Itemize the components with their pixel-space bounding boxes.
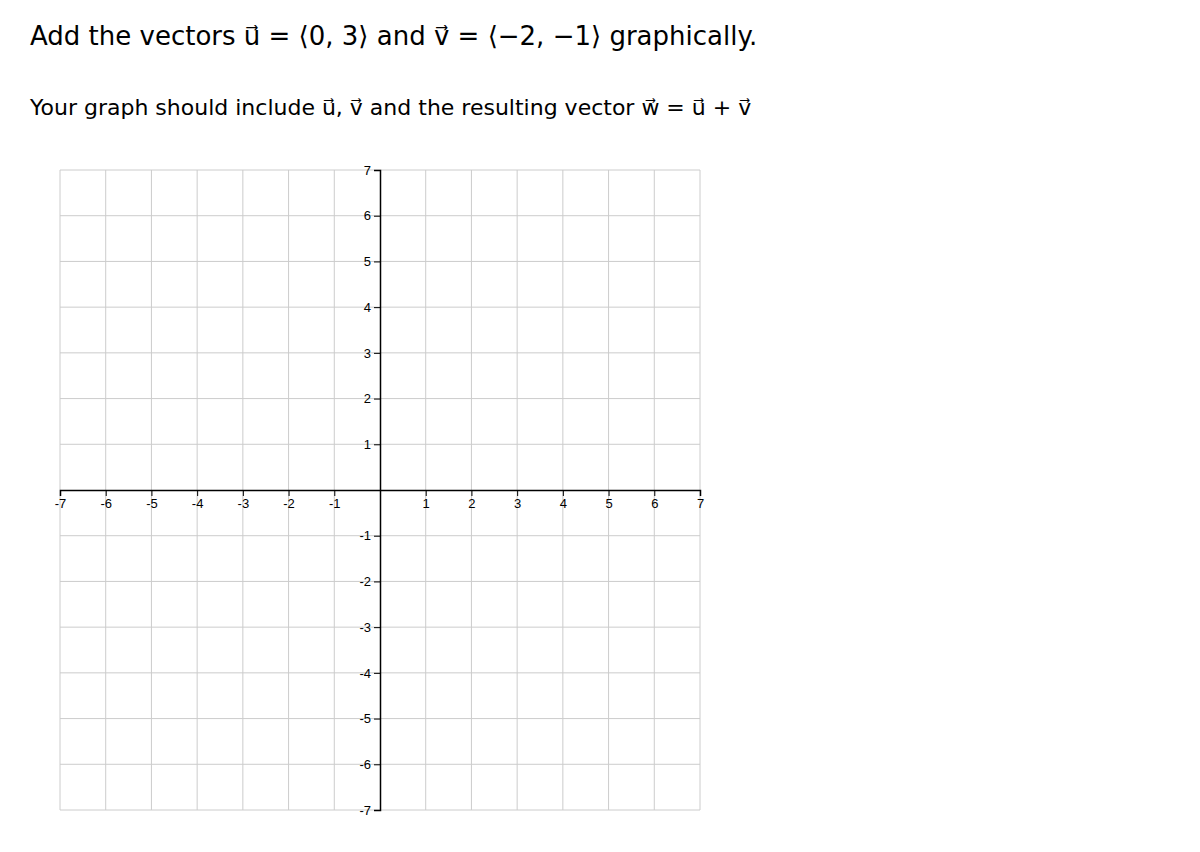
x-axis-tick-mark bbox=[151, 490, 152, 496]
y-axis-tick-label: 7 bbox=[364, 163, 371, 178]
y-axis-tick: 4 bbox=[364, 300, 380, 315]
y-axis-tick-label: -6 bbox=[359, 757, 371, 772]
y-axis-tick: 5 bbox=[364, 254, 380, 269]
x-axis-tick-label: 1 bbox=[423, 496, 430, 511]
x-axis-tick: 7 bbox=[697, 490, 704, 511]
y-axis-tick-label: -4 bbox=[359, 666, 371, 681]
y-axis-tick: -1 bbox=[359, 528, 380, 543]
y-axis-tick-mark bbox=[374, 307, 380, 308]
x-axis-tick-mark bbox=[426, 490, 427, 496]
x-axis-tick-mark bbox=[654, 490, 655, 496]
x-axis-tick-label: 4 bbox=[560, 496, 567, 511]
y-axis-tick: 6 bbox=[364, 208, 380, 223]
y-axis-tick-mark bbox=[374, 719, 380, 720]
y-axis-tick: 2 bbox=[364, 391, 380, 406]
y-axis-tick-label: -1 bbox=[359, 528, 371, 543]
y-axis-tick-mark bbox=[374, 261, 380, 262]
x-axis-tick-label: -5 bbox=[146, 496, 158, 511]
y-axis-tick-label: -5 bbox=[359, 711, 371, 726]
y-axis-tick-mark bbox=[374, 170, 380, 171]
x-axis-tick: 1 bbox=[423, 490, 430, 511]
y-axis-tick-label: -7 bbox=[359, 803, 371, 818]
y-axis-tick-mark bbox=[374, 216, 380, 217]
grid bbox=[60, 170, 700, 810]
y-axis-tick-label: 1 bbox=[364, 437, 371, 452]
x-axis-tick-label: 6 bbox=[651, 496, 658, 511]
x-axis-tick-mark bbox=[289, 490, 290, 496]
x-axis-tick-mark bbox=[60, 490, 61, 496]
y-axis-tick-mark bbox=[374, 581, 380, 582]
y-axis-line bbox=[374, 171, 381, 811]
title: Add the vectors u⃗ = ⟨0, 3⟩ and v⃗ = ⟨−2… bbox=[30, 21, 757, 51]
y-axis-tick: -7 bbox=[359, 803, 380, 818]
x-axis-tick: 5 bbox=[605, 490, 612, 511]
x-axis-tick-label: 2 bbox=[468, 496, 475, 511]
y-axis-tick-mark bbox=[374, 673, 380, 674]
x-axis-tick-mark bbox=[609, 490, 610, 496]
x-axis-tick-label: -7 bbox=[55, 496, 67, 511]
y-axis-tick: -3 bbox=[359, 620, 380, 635]
x-axis-tick: -3 bbox=[238, 490, 250, 511]
y-axis-tick: 3 bbox=[364, 346, 380, 361]
x-axis-tick-mark bbox=[700, 490, 701, 496]
x-axis-tick-mark bbox=[197, 490, 198, 496]
x-axis-tick-label: 3 bbox=[514, 496, 521, 511]
y-axis-tick-label: 2 bbox=[364, 391, 371, 406]
x-axis-tick: -5 bbox=[146, 490, 158, 511]
x-axis-tick-mark bbox=[243, 490, 244, 496]
x-axis-tick-label: -4 bbox=[192, 496, 204, 511]
y-axis-tick: 1 bbox=[364, 437, 380, 452]
y-axis-tick-label: 4 bbox=[364, 300, 371, 315]
y-axis-tick-mark bbox=[374, 810, 380, 811]
x-axis-tick-mark bbox=[334, 490, 335, 496]
y-axis-tick: -5 bbox=[359, 711, 380, 726]
grid-line-y bbox=[60, 170, 700, 171]
y-axis-tick-mark bbox=[374, 536, 380, 537]
x-axis-tick-mark bbox=[471, 490, 472, 496]
x-axis-tick: 2 bbox=[468, 490, 475, 511]
x-axis-tick-mark bbox=[106, 490, 107, 496]
y-axis-tick-label: 5 bbox=[364, 254, 371, 269]
y-axis-tick-label: 3 bbox=[364, 346, 371, 361]
x-axis-tick-mark bbox=[517, 490, 518, 496]
y-axis-tick-mark bbox=[374, 444, 380, 445]
y-axis-tick-label: 6 bbox=[364, 208, 371, 223]
y-axis-tick: -2 bbox=[359, 574, 380, 589]
y-axis-tick: -4 bbox=[359, 666, 380, 681]
grid-line-x bbox=[60, 170, 61, 810]
plot-area bbox=[60, 170, 700, 810]
x-axis-tick-label: -6 bbox=[100, 496, 112, 511]
x-axis-tick-label: -1 bbox=[329, 496, 341, 511]
x-axis-tick-label: -2 bbox=[283, 496, 295, 511]
subtitle: Your graph should include u⃗, v⃗ and the… bbox=[29, 95, 751, 120]
x-axis-tick-mark bbox=[563, 490, 564, 496]
x-axis-tick: -7 bbox=[55, 490, 67, 511]
chart: Add the vectors u⃗ = ⟨0, 3⟩ and v⃗ = ⟨−2… bbox=[0, 0, 1200, 852]
y-axis-tick-label: -3 bbox=[359, 620, 371, 635]
x-axis-tick: 4 bbox=[560, 490, 567, 511]
y-axis-tick-mark bbox=[374, 627, 380, 628]
x-axis-tick: -4 bbox=[192, 490, 204, 511]
x-axis-tick: 6 bbox=[651, 490, 658, 511]
y-axis-tick: -6 bbox=[359, 757, 380, 772]
x-axis-tick-label: 5 bbox=[605, 496, 612, 511]
x-axis-tick: -2 bbox=[283, 490, 295, 511]
x-axis-tick: -6 bbox=[100, 490, 112, 511]
x-axis-tick: -1 bbox=[329, 490, 341, 511]
y-axis-tick-mark bbox=[374, 353, 380, 354]
y-axis-tick: 7 bbox=[364, 163, 380, 178]
y-axis-tick-mark bbox=[374, 399, 380, 400]
y-axis-tick-mark bbox=[374, 764, 380, 765]
y-axis-tick-label: -2 bbox=[359, 574, 371, 589]
x-axis-tick-label: 7 bbox=[697, 496, 704, 511]
x-axis-tick: 3 bbox=[514, 490, 521, 511]
y-axis: -7 -6 -5 -4 -3 -2 -1 1 2 3 4 5 6 7 bbox=[359, 163, 380, 818]
x-axis-tick-label: -3 bbox=[238, 496, 250, 511]
x-axis: -7 -6 -5 -4 -3 -2 -1 1 2 3 4 5 6 7 bbox=[55, 490, 704, 511]
